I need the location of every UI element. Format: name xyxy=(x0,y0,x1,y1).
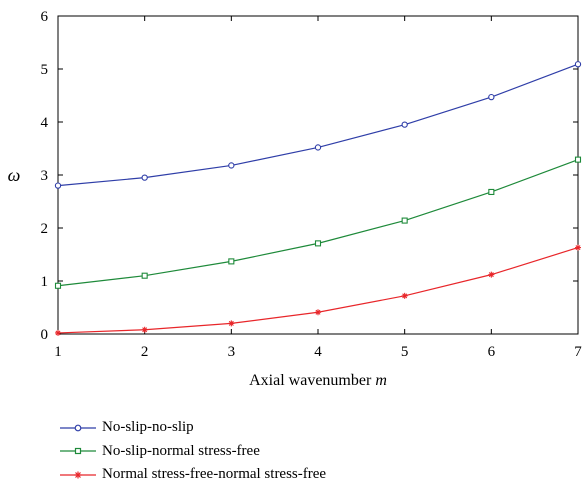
y-tick-label: 5 xyxy=(41,62,49,78)
data-point xyxy=(401,217,408,224)
x-tick-label: 3 xyxy=(228,344,236,360)
data-point xyxy=(228,320,235,327)
series-line xyxy=(57,63,579,187)
legend: No-slip-no-slip No-slip-normal stress-fr… xyxy=(60,416,326,487)
x-tick-label: 2 xyxy=(141,344,149,360)
series-line xyxy=(57,247,579,334)
legend-item-no-slip-no-slip: No-slip-no-slip xyxy=(60,416,326,440)
x-axis-label: Axial wavenumber m xyxy=(249,372,387,389)
data-point xyxy=(54,282,62,289)
data-point xyxy=(141,174,148,181)
data-point xyxy=(228,162,235,169)
legend-swatch-circle xyxy=(60,424,96,432)
legend-label: No-slip-no-slip xyxy=(102,419,194,436)
data-point xyxy=(488,271,495,278)
y-tick-label: 0 xyxy=(41,327,49,343)
data-point xyxy=(314,240,322,247)
data-point xyxy=(488,93,495,101)
series-1 xyxy=(54,156,582,289)
legend-label: No-slip-normal stress-free xyxy=(102,442,260,459)
data-point xyxy=(401,292,408,299)
legend-item-normal-stress-free-normal-stress-free: Normal stress-free-normal stress-free xyxy=(60,463,326,487)
y-axis-label: ω xyxy=(8,165,21,185)
x-axis-label-variable: m xyxy=(375,372,387,389)
y-tick-label: 2 xyxy=(41,221,49,237)
x-tick-label: 1 xyxy=(54,344,62,360)
x-tick-label: 5 xyxy=(401,344,409,360)
data-point xyxy=(401,121,408,128)
x-tick-label: 6 xyxy=(488,344,496,360)
data-point xyxy=(314,144,322,151)
legend-swatch-square xyxy=(60,448,96,455)
data-point xyxy=(574,61,582,68)
y-tick-label: 1 xyxy=(41,274,49,290)
data-point xyxy=(228,258,235,265)
data-point xyxy=(141,272,148,279)
legend-swatch-star xyxy=(60,471,96,479)
data-point xyxy=(574,156,582,163)
x-tick-label: 7 xyxy=(574,344,582,360)
x-tick-label: 4 xyxy=(314,344,322,360)
data-point xyxy=(315,309,321,316)
legend-label: Normal stress-free-normal stress-free xyxy=(102,466,327,483)
data-point xyxy=(488,188,495,196)
legend-item-no-slip-normal-stress-free: No-slip-normal stress-free xyxy=(60,440,326,464)
data-point xyxy=(575,244,581,251)
series-0 xyxy=(54,61,582,189)
series-2 xyxy=(55,244,581,336)
data-point xyxy=(55,329,61,336)
y-tick-label: 3 xyxy=(41,168,49,184)
plot-frame xyxy=(57,15,579,335)
x-axis-label-text: Axial wavenumber xyxy=(249,372,375,389)
data-point xyxy=(54,182,62,189)
data-point xyxy=(141,326,148,333)
y-tick-label: 6 xyxy=(41,9,49,25)
y-tick-label: 4 xyxy=(41,115,49,131)
series-layer xyxy=(54,61,582,336)
